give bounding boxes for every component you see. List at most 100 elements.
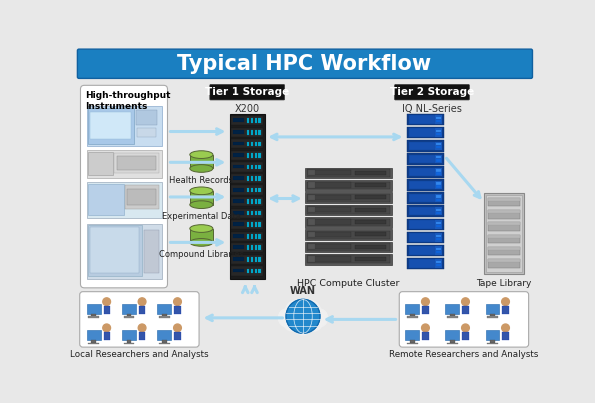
Bar (88, 152, 113, 174)
FancyBboxPatch shape (210, 85, 284, 100)
Bar (409, 246, 443, 255)
Bar (436, 159, 441, 162)
Bar (355, 245, 386, 249)
Bar (159, 343, 170, 344)
Bar (247, 268, 249, 273)
Bar (255, 188, 257, 192)
Bar (308, 207, 315, 212)
Bar (255, 257, 257, 262)
Bar (409, 233, 443, 242)
Bar (490, 314, 495, 316)
Bar (305, 168, 392, 179)
Bar (231, 128, 263, 137)
Bar (88, 108, 134, 144)
Bar (104, 306, 109, 314)
Bar (305, 242, 392, 252)
Bar (409, 260, 443, 268)
Bar (91, 314, 96, 316)
Circle shape (138, 324, 146, 332)
Bar (308, 170, 315, 175)
Text: Health Records: Health Records (170, 176, 233, 185)
Bar (436, 117, 441, 119)
Bar (355, 195, 386, 199)
Bar (409, 168, 443, 176)
Bar (233, 176, 244, 180)
Bar (250, 118, 253, 123)
Bar (122, 304, 136, 314)
Bar (305, 217, 392, 228)
Bar (305, 192, 392, 203)
Bar (231, 243, 263, 252)
Ellipse shape (190, 239, 213, 246)
Circle shape (298, 300, 321, 323)
Text: Typical HPC Workflow: Typical HPC Workflow (177, 54, 431, 74)
Bar (255, 130, 257, 135)
Bar (410, 340, 415, 343)
Bar (139, 332, 145, 340)
Bar (407, 218, 444, 230)
Bar (435, 194, 442, 202)
Ellipse shape (190, 225, 213, 233)
Bar (407, 166, 444, 178)
Bar (233, 188, 244, 191)
Bar (233, 257, 244, 261)
Bar (233, 211, 244, 215)
Bar (122, 330, 136, 340)
Text: Remote Researchers and Analysts: Remote Researchers and Analysts (389, 350, 538, 359)
Bar (307, 194, 390, 202)
Bar (409, 220, 443, 229)
Bar (250, 268, 253, 273)
Bar (258, 245, 261, 250)
Bar (88, 225, 142, 276)
Bar (435, 220, 442, 229)
Bar (409, 115, 443, 124)
Circle shape (502, 298, 509, 305)
Bar (114, 153, 159, 173)
Bar (233, 118, 244, 122)
Bar (422, 332, 428, 340)
Bar (488, 260, 520, 268)
Circle shape (502, 324, 509, 332)
Bar (250, 141, 253, 146)
Bar (435, 168, 442, 176)
Bar (409, 207, 443, 216)
Bar (436, 264, 441, 266)
Circle shape (305, 314, 322, 331)
Bar (231, 232, 263, 241)
Circle shape (103, 324, 111, 332)
Bar (355, 208, 386, 212)
Bar (435, 181, 442, 189)
Bar (308, 256, 350, 262)
Circle shape (278, 309, 297, 327)
Bar (124, 316, 134, 318)
Bar (436, 248, 441, 250)
Bar (435, 246, 442, 255)
Bar (87, 304, 101, 314)
Bar (409, 141, 443, 150)
Bar (247, 130, 249, 135)
Bar (159, 316, 170, 318)
Bar (435, 207, 442, 216)
Bar (231, 162, 263, 172)
Bar (127, 189, 156, 206)
Bar (258, 176, 261, 181)
Bar (308, 195, 315, 200)
Bar (258, 153, 261, 158)
Bar (87, 330, 101, 340)
Bar (308, 232, 350, 237)
Bar (255, 234, 257, 239)
FancyBboxPatch shape (77, 49, 533, 79)
Bar (307, 231, 390, 239)
Bar (484, 193, 524, 274)
Bar (308, 207, 350, 212)
Bar (488, 210, 520, 213)
FancyBboxPatch shape (399, 292, 528, 347)
Bar (409, 129, 443, 137)
Bar (250, 199, 253, 204)
Bar (233, 165, 244, 168)
Bar (139, 306, 145, 314)
Bar (450, 340, 455, 343)
Bar (446, 304, 459, 314)
Bar (255, 176, 257, 181)
Bar (158, 304, 171, 314)
